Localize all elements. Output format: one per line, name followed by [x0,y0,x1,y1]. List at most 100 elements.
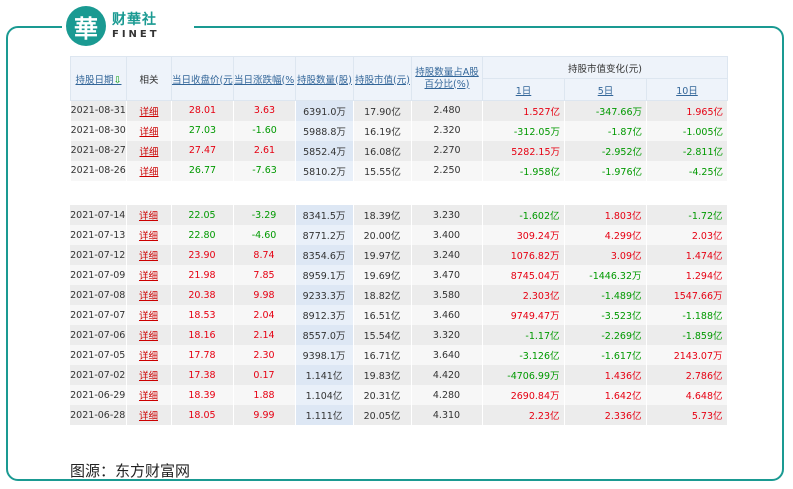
holdings-table-bottom: 2021-07-14 详细 22.05 -3.29 8341.5万 18.39亿 3.230… [70,205,728,425]
row-change-pct: 2.61 [233,140,296,161]
row-detail-link[interactable]: 详细 [126,285,172,305]
row-change-1d: -1.17亿 [482,325,565,345]
row-detail-link[interactable]: 详细 [126,325,172,345]
row-market-value: 16.19亿 [353,120,412,141]
header-value-change-group: 持股市值变化(元) [481,56,729,79]
row-detail-link[interactable]: 详细 [126,305,172,325]
row-change-1d: 309.24万 [482,225,565,245]
image-source-caption: 图源：东方财富网 [70,462,191,480]
row-detail-link[interactable]: 详细 [126,205,172,225]
row-change-10d: 4.648亿 [646,385,728,405]
header-close-price[interactable]: 当日收盘价(元) [171,56,234,101]
row-change-1d: 2.23亿 [482,405,565,425]
row-shares: 1.141亿 [295,365,354,385]
row-shares: 5988.8万 [295,120,354,141]
row-share-pct: 2.250 [411,160,483,181]
row-detail-link[interactable]: 详细 [126,345,172,365]
row-share-pct: 2.270 [411,140,483,161]
row-change-5d: -1446.32万 [564,265,647,285]
row-change-5d: 1.803亿 [564,205,647,225]
table-row: 2021-08-27 详细 27.47 2.61 5852.4万 16.08亿 2.270 5… [70,140,729,161]
header-change-5d[interactable]: 5日 [564,78,647,101]
row-change-5d: -347.66万 [564,100,647,121]
row-market-value: 16.08亿 [353,140,412,161]
row-market-value: 18.82亿 [353,285,412,305]
row-change-1d: -4706.99万 [482,365,565,385]
row-detail-link[interactable]: 详细 [126,140,172,161]
row-change-5d: 1.642亿 [564,385,647,405]
row-change-10d: 1.965亿 [646,100,729,121]
header-change-pct[interactable]: 当日涨跌幅(%) [233,56,296,101]
row-change-pct: 9.99 [233,405,296,425]
row-shares: 5810.2万 [295,160,354,181]
row-change-pct: -3.29 [233,205,296,225]
header-share-pct-line1: 持股数量占A股 [415,66,479,78]
row-detail-link[interactable]: 详细 [126,365,172,385]
row-share-pct: 4.420 [411,365,483,385]
header-change-10d[interactable]: 10日 [645,78,729,101]
row-change-5d: -3.523亿 [564,305,647,325]
table-row: 2021-08-31 详细 28.01 3.63 6391.0万 17.90亿 2.480 1… [70,100,729,121]
row-date: 2021-07-02 [70,365,127,385]
table-row: 2021-07-14 详细 22.05 -3.29 8341.5万 18.39亿 3.230… [70,205,728,225]
row-close-price: 23.90 [171,245,234,265]
header-market-value[interactable]: 持股市值(元) [353,56,412,101]
row-detail-link[interactable]: 详细 [126,160,172,181]
row-change-5d: 4.299亿 [564,225,647,245]
row-date: 2021-08-31 [70,100,127,121]
table-row: 2021-07-12 详细 23.90 8.74 8354.6万 19.97亿 3.240 1… [70,245,728,265]
row-change-pct: 0.17 [233,365,296,385]
row-date: 2021-07-08 [70,285,127,305]
row-detail-link[interactable]: 详细 [126,100,172,121]
row-change-pct: 3.63 [233,100,296,121]
row-market-value: 15.54亿 [353,325,412,345]
row-change-10d: -1.859亿 [646,325,728,345]
row-close-price: 22.80 [171,225,234,245]
row-change-pct: -4.60 [233,225,296,245]
row-change-1d: 5282.15万 [482,140,565,161]
table-row: 2021-08-30 详细 27.03 -1.60 5988.8万 16.19亿 2.320… [70,120,729,141]
row-close-price: 17.38 [171,365,234,385]
row-date: 2021-07-13 [70,225,127,245]
row-detail-link[interactable]: 详细 [126,225,172,245]
row-date: 2021-07-14 [70,205,127,225]
row-share-pct: 3.230 [411,205,483,225]
row-market-value: 20.00亿 [353,225,412,245]
header-change-1d[interactable]: 1日 [482,78,565,101]
row-change-5d: 3.09亿 [564,245,647,265]
header-date[interactable]: 持股日期⇩ [70,56,127,101]
sort-down-icon: ⇩ [113,74,122,86]
row-market-value: 16.71亿 [353,345,412,365]
row-change-5d: -1.87亿 [564,120,647,141]
row-change-10d: -1.005亿 [646,120,729,141]
row-detail-link[interactable]: 详细 [126,120,172,141]
row-change-5d: -1.976亿 [564,160,647,181]
brand-name-cn: 财華社 [112,11,157,28]
brand-name-en: FINET [112,28,160,40]
row-change-10d: 1547.66万 [646,285,728,305]
row-market-value: 19.83亿 [353,365,412,385]
row-close-price: 18.53 [171,305,234,325]
row-market-value: 15.55亿 [353,160,412,181]
row-change-5d: -2.952亿 [564,140,647,161]
table-row: 2021-06-28 详细 18.05 9.99 1.111亿 20.05亿 4.310 2.… [70,405,728,425]
row-change-10d: -2.811亿 [646,140,729,161]
row-change-pct: 9.98 [233,285,296,305]
header-share-pct[interactable]: 持股数量占A股 百分比(%) [411,56,483,101]
row-change-10d: 1.294亿 [646,265,728,285]
row-shares: 1.104亿 [295,385,354,405]
row-detail-link[interactable]: 详细 [126,265,172,285]
row-date: 2021-08-30 [70,120,127,141]
row-detail-link[interactable]: 详细 [126,405,172,425]
header-shares[interactable]: 持股数量(股) [295,56,354,101]
table-row: 2021-07-05 详细 17.78 2.30 9398.1万 16.71亿 3.640-… [70,345,728,365]
row-detail-link[interactable]: 详细 [126,245,172,265]
row-detail-link[interactable]: 详细 [126,385,172,405]
row-close-price: 20.38 [171,285,234,305]
row-change-10d: -1.72亿 [646,205,728,225]
row-shares: 8354.6万 [295,245,354,265]
row-change-10d: 5.73亿 [646,405,728,425]
row-change-1d: -3.126亿 [482,345,565,365]
row-date: 2021-07-06 [70,325,127,345]
row-change-5d: -1.489亿 [564,285,647,305]
